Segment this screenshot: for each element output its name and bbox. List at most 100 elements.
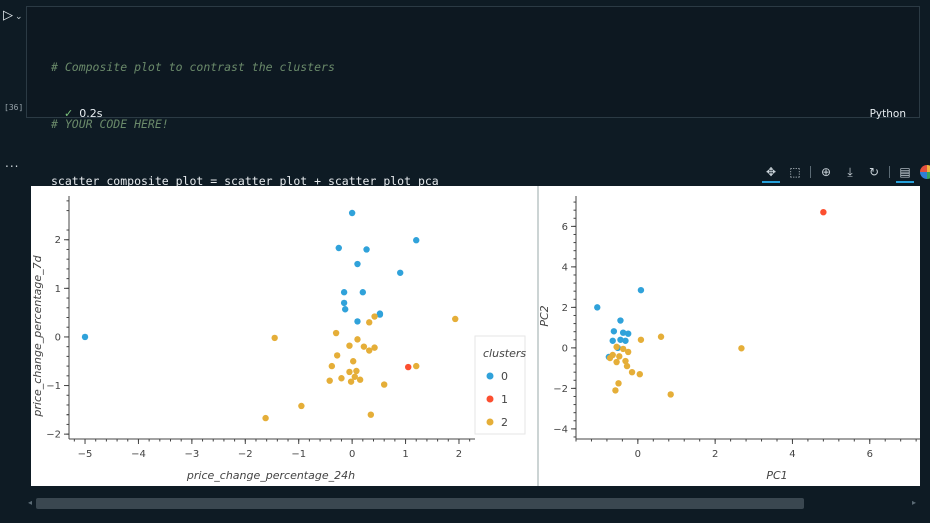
scatter-plot-24h-7d[interactable]: price_change_percentage_7d price_change_… <box>31 196 475 482</box>
data-point-cluster-0 <box>624 330 632 337</box>
data-point-cluster-0 <box>609 337 616 344</box>
x-axis-label: price_change_percentage_24h <box>186 469 355 482</box>
data-point-cluster-0 <box>413 237 420 244</box>
data-point-cluster-2 <box>623 362 631 370</box>
legend-label: 2 <box>501 416 508 429</box>
data-point-cluster-2 <box>413 362 420 370</box>
data-point-cluster-1 <box>405 363 412 371</box>
data-point-cluster-2 <box>667 391 674 398</box>
composite-plot: price_change_percentage_7d price_change_… <box>31 186 920 486</box>
data-point-cluster-2 <box>619 345 627 353</box>
composite-plot-svg: price_change_percentage_7d price_change_… <box>31 186 920 486</box>
data-point-cluster-2 <box>616 353 623 360</box>
execution-duration: 0.2s <box>79 107 103 120</box>
data-point-cluster-0 <box>637 286 645 294</box>
chevron-down-icon[interactable]: ⌄ <box>15 12 23 22</box>
language-indicator[interactable]: Python <box>869 108 906 120</box>
data-point-cluster-2 <box>371 344 378 351</box>
code-line: # YOUR CODE HERE! <box>51 117 169 131</box>
y-tick-label: −2 <box>46 430 61 441</box>
data-point-cluster-2 <box>615 380 622 387</box>
y-tick-label: −4 <box>553 424 568 435</box>
data-point-cluster-2 <box>628 368 636 376</box>
reset-icon[interactable]: ↻ <box>868 165 880 179</box>
code-line: scatter_composite_plot = scatter_plot + … <box>51 174 439 188</box>
x-tick-label: 6 <box>867 449 873 460</box>
code-line: # Composite plot to contrast the cluster… <box>51 60 335 74</box>
data-point-cluster-2 <box>353 367 360 375</box>
data-point-cluster-2 <box>360 343 368 350</box>
data-point-cluster-0 <box>359 289 367 296</box>
data-point-cluster-2 <box>367 411 375 418</box>
data-point-cluster-2 <box>328 362 336 370</box>
save-icon[interactable]: ⤓ <box>847 164 853 179</box>
code-cell[interactable]: # Composite plot to contrast the cluster… <box>26 6 920 245</box>
x-tick-label: 2 <box>712 449 718 460</box>
data-point-cluster-2 <box>333 352 341 359</box>
data-point-cluster-2 <box>613 343 620 351</box>
data-point-cluster-0 <box>594 304 601 311</box>
plot-toolbar: ✥ ⬚ ⊕ ⤓ ↻ ▤ <box>762 162 930 183</box>
x-tick-label: 0 <box>349 449 355 460</box>
data-point-cluster-0 <box>354 260 361 268</box>
data-point-cluster-0 <box>617 336 624 343</box>
x-tick-label: −1 <box>291 449 306 460</box>
x-tick-label: 2 <box>456 449 462 460</box>
run-cell-button[interactable]: ▷ ⌄ <box>3 8 23 23</box>
data-point-cluster-2 <box>622 357 629 365</box>
data-point-cluster-0 <box>363 246 370 253</box>
x-axis-label: PC1 <box>766 469 787 482</box>
wheel-zoom-icon[interactable]: ⊕ <box>820 165 832 179</box>
legend-label: 0 <box>501 370 508 383</box>
legend-marker <box>486 395 494 403</box>
x-tick-label: 1 <box>402 449 408 460</box>
y-tick-label: 4 <box>562 262 568 273</box>
data-point-cluster-0 <box>340 299 348 307</box>
scatter-plot-pca[interactable]: PC2 PC1 0 2 4 6 −4 −2 0 2 4 6 <box>538 196 920 482</box>
y-tick-label: 1 <box>55 284 61 295</box>
data-point-cluster-0 <box>81 333 89 341</box>
legend-title: clusters <box>483 347 526 360</box>
data-point-cluster-2 <box>347 378 355 385</box>
data-point-cluster-2 <box>351 373 359 380</box>
x-tick-label: −2 <box>238 449 253 460</box>
data-point-cluster-2 <box>380 381 388 388</box>
y-tick-label: 0 <box>562 343 568 354</box>
data-point-cluster-2 <box>612 387 619 394</box>
data-point-cluster-0 <box>335 244 342 252</box>
x-tick-label: −3 <box>184 449 199 460</box>
hover-icon[interactable]: ▤ <box>896 165 914 183</box>
data-point-cluster-2 <box>350 358 357 365</box>
legend-marker <box>486 372 494 380</box>
data-point-cluster-2 <box>298 402 305 410</box>
x-tick-label: 0 <box>635 449 641 460</box>
horizontal-scrollbar[interactable] <box>36 498 804 509</box>
bokeh-logo-icon[interactable] <box>920 165 930 179</box>
data-point-cluster-0 <box>341 306 349 313</box>
y-tick-label: −1 <box>46 381 61 392</box>
data-point-cluster-2 <box>606 354 614 362</box>
x-tick-label: −5 <box>78 449 93 460</box>
data-point-cluster-0 <box>340 289 348 296</box>
data-point-cluster-2 <box>332 329 340 337</box>
data-point-cluster-2 <box>637 336 645 343</box>
data-point-cluster-2 <box>271 334 278 342</box>
data-point-cluster-2 <box>356 376 364 383</box>
data-point-cluster-2 <box>371 313 378 320</box>
pan-icon[interactable]: ✥ <box>762 165 780 183</box>
scroll-right-arrow[interactable]: ▸ <box>912 498 917 507</box>
data-point-cluster-0 <box>348 209 356 217</box>
execution-count: [36] <box>4 103 24 112</box>
y-tick-label: 6 <box>562 222 568 233</box>
data-point-cluster-0 <box>622 337 629 344</box>
box-zoom-icon[interactable]: ⬚ <box>789 165 801 179</box>
scroll-left-arrow[interactable]: ◂ <box>28 498 33 507</box>
check-icon: ✓ <box>64 107 74 120</box>
x-tick-label: 4 <box>789 449 795 460</box>
data-point-cluster-2 <box>326 377 333 384</box>
legend-marker <box>486 418 494 426</box>
output-menu-ellipsis[interactable]: ... <box>5 156 20 170</box>
y-tick-label: 0 <box>55 332 61 343</box>
execution-status: ✓ 0.2s <box>64 107 102 120</box>
legend[interactable]: clusters 0 1 2 <box>474 335 526 435</box>
